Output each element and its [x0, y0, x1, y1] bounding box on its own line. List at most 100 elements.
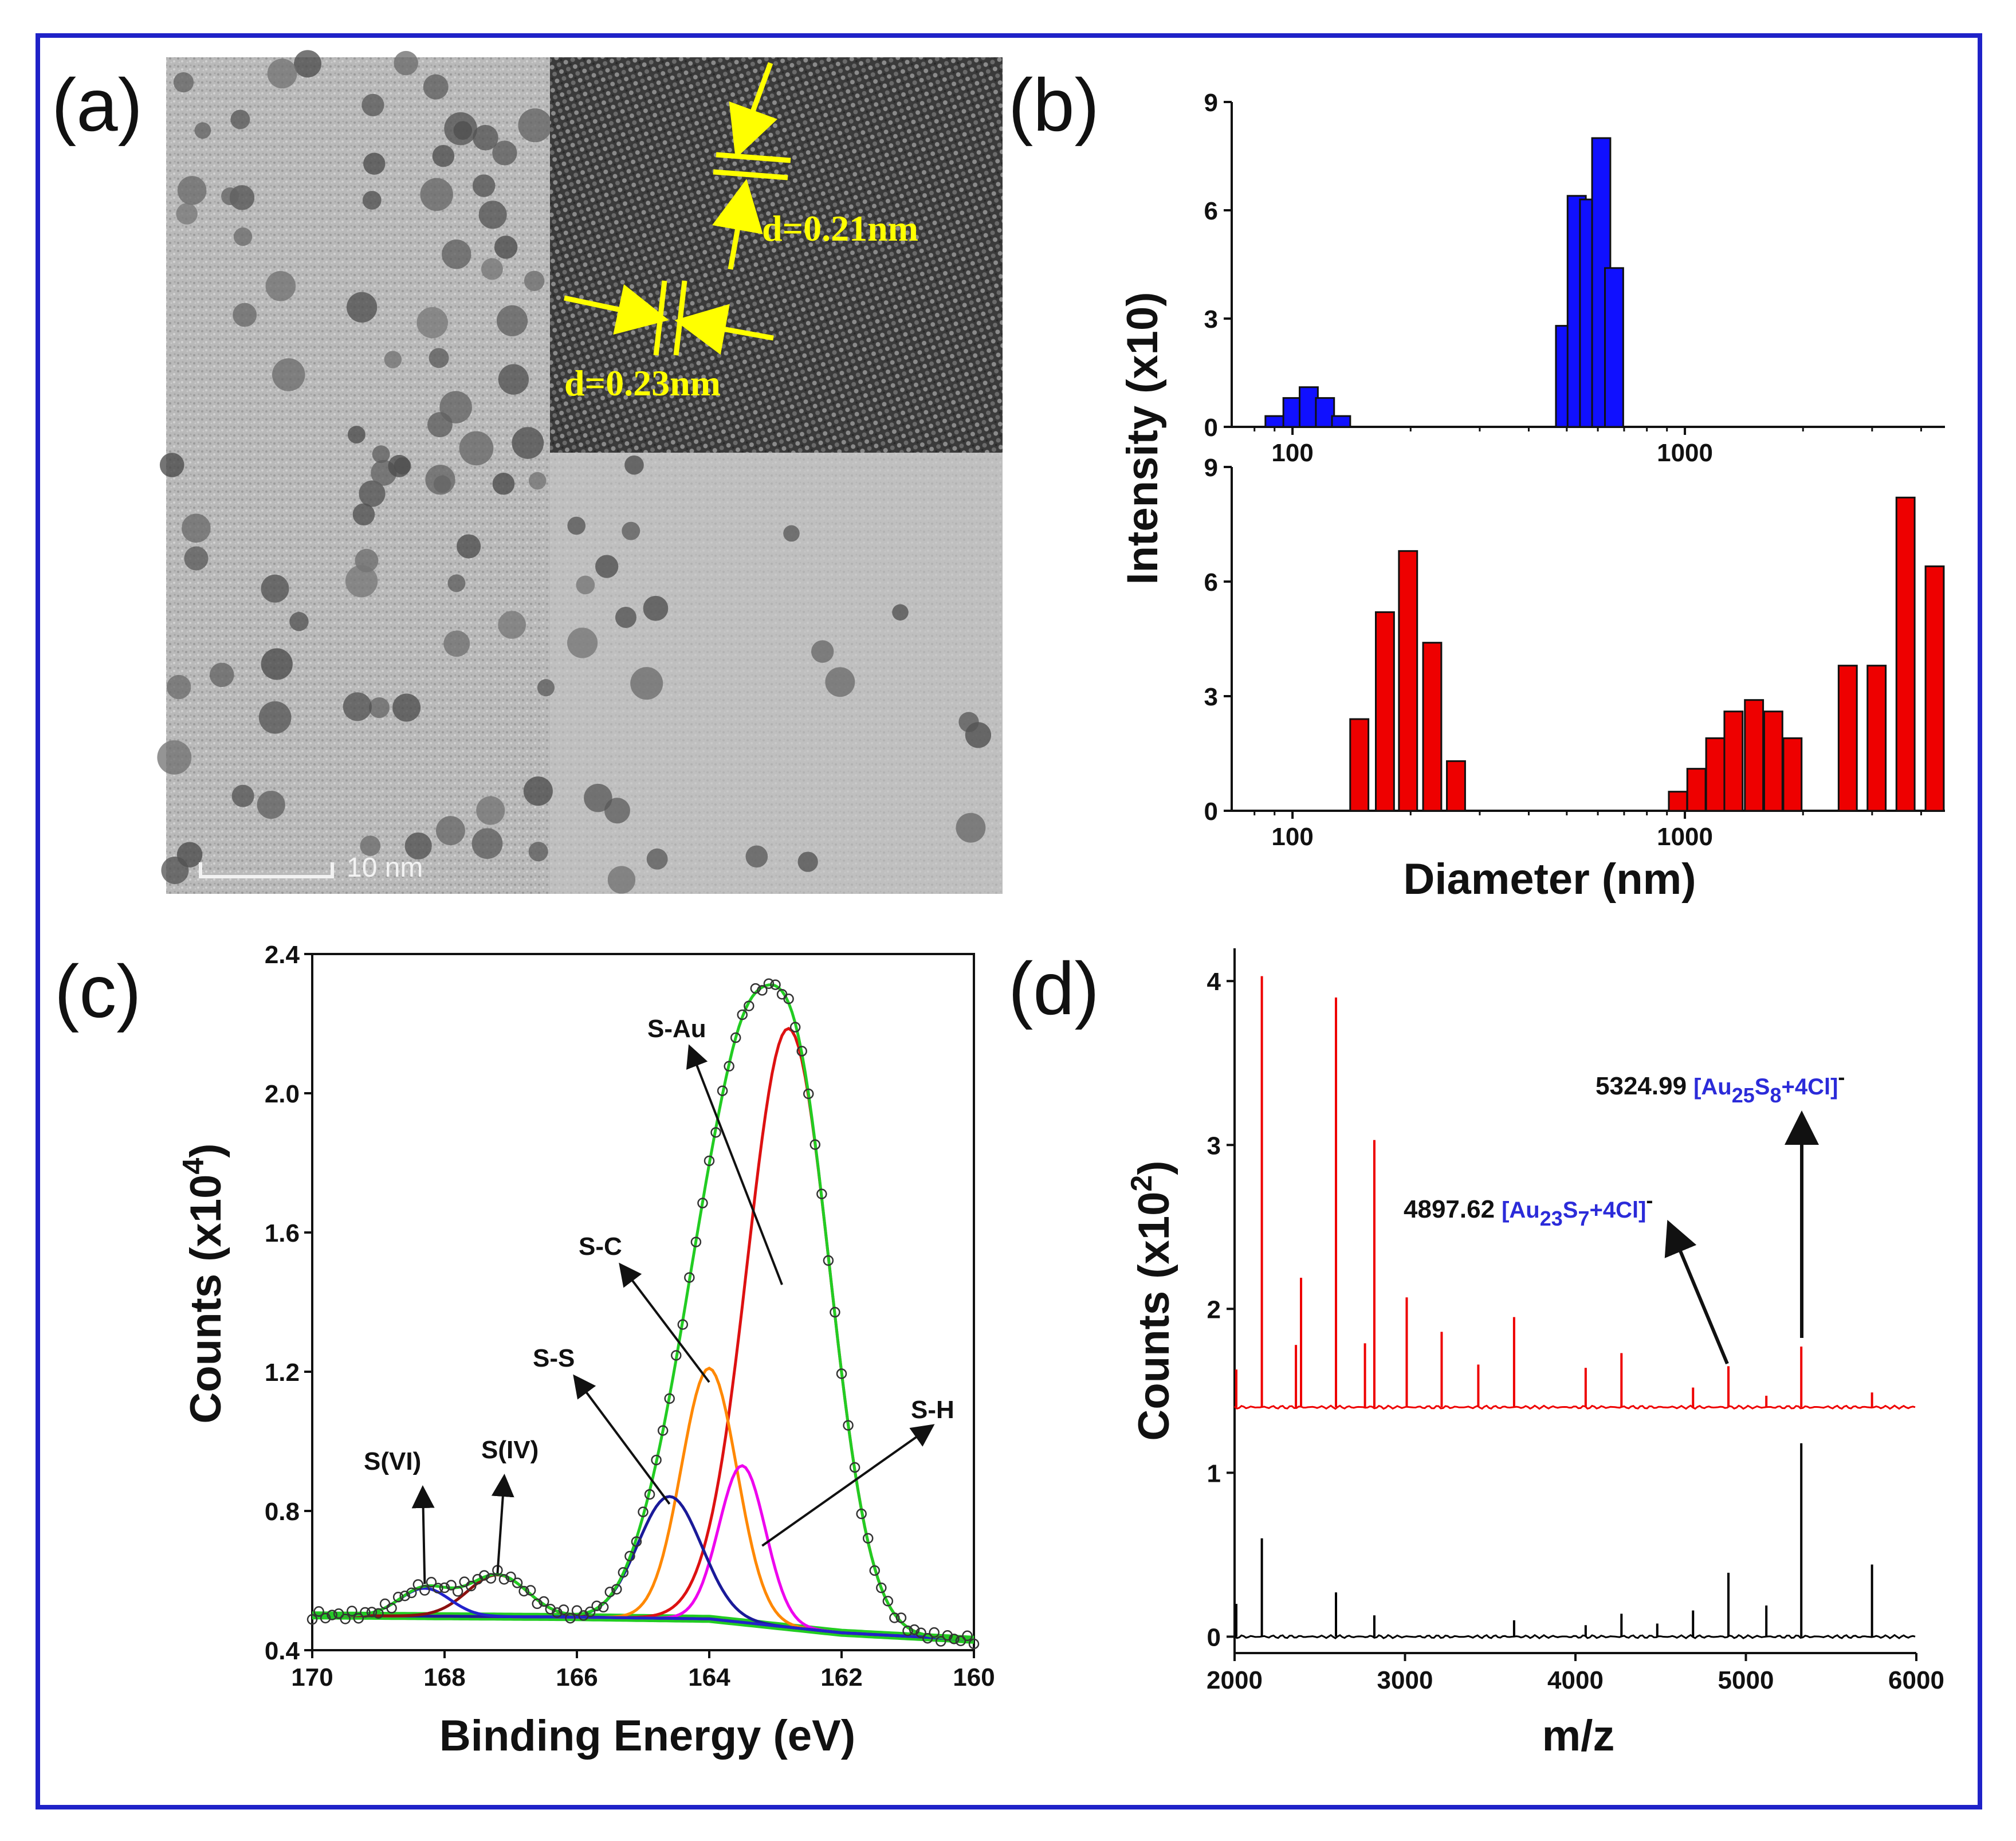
xps-label-s-s: S-S	[533, 1344, 575, 1372]
b-x-axis-title: Diameter (nm)	[1404, 855, 1696, 904]
arrow-S-Au	[686, 1044, 783, 1285]
ms-ann2-sub1: 23	[1540, 1207, 1563, 1230]
tem-particle	[423, 74, 449, 100]
y-tick-label: 1	[1207, 1459, 1221, 1487]
tem-particle	[420, 178, 453, 211]
data-point	[657, 1425, 669, 1436]
data-point	[426, 1577, 437, 1588]
tem-particle	[745, 845, 768, 868]
ms-ann1-close: +4Cl]	[1781, 1074, 1838, 1100]
tem-particle	[416, 307, 448, 339]
data-point	[439, 1582, 450, 1593]
data-point	[757, 985, 768, 996]
tem-particle	[443, 630, 470, 657]
x-tick-label: 3000	[1377, 1666, 1433, 1694]
tem-particle	[622, 521, 640, 540]
tem-particle	[360, 835, 381, 856]
x-tick-label: 162	[820, 1663, 862, 1691]
tem-particle	[607, 866, 636, 894]
tem-particle	[473, 124, 498, 151]
y-tick-label: 2.4	[265, 941, 300, 969]
tem-particle	[258, 701, 292, 734]
y-tick-label: 6	[1204, 197, 1218, 225]
panel-d-label: (d)	[1008, 947, 1099, 1030]
xps-label-s-c: S-C	[579, 1232, 622, 1261]
data-point	[717, 1085, 728, 1096]
ms-annotation-1: 5324.99 [Au25S8+4Cl]-	[1595, 1065, 1845, 1107]
tem-particle	[404, 832, 432, 859]
data-point	[399, 1590, 410, 1601]
y-tick-label: 0	[1204, 798, 1218, 826]
tem-particle	[646, 848, 668, 870]
y-tick-label: 3	[1207, 1132, 1221, 1160]
data-point	[816, 1188, 827, 1200]
tem-particle	[359, 480, 386, 507]
data-point	[895, 1612, 907, 1623]
data-point	[558, 1604, 569, 1615]
y-tick-label: 2	[1207, 1296, 1221, 1324]
data-point	[936, 1636, 946, 1647]
data-point	[539, 1596, 549, 1607]
data-point	[505, 1571, 516, 1583]
tem-particle	[184, 546, 209, 571]
data-point	[565, 1612, 576, 1624]
data-point	[598, 1601, 609, 1613]
tem-particle	[173, 72, 194, 93]
data-point	[651, 1454, 662, 1466]
tem-particle	[630, 667, 663, 700]
data-point	[889, 1612, 900, 1623]
histogram-bar	[1398, 550, 1418, 812]
tem-particle	[472, 174, 496, 197]
data-point	[631, 1536, 642, 1547]
y-tick-label: 0	[1204, 414, 1218, 442]
ms-ann2-close: +4Cl]	[1589, 1198, 1646, 1223]
tem-particle	[176, 203, 198, 225]
c-y-title-end: )	[182, 1143, 230, 1157]
data-point	[730, 1032, 741, 1043]
d2-label: d=0.23nm	[564, 363, 721, 403]
data-point	[584, 1606, 596, 1618]
histogram-bar	[1686, 768, 1707, 812]
ms-ann2-mid: S	[1563, 1198, 1578, 1223]
data-point	[386, 1603, 397, 1614]
ms-ann2-open: [Au	[1502, 1198, 1540, 1223]
data-point	[856, 1508, 867, 1520]
tem-particle	[161, 856, 189, 884]
dls-bottom-chart: 0 3 6 9 100 1000	[1204, 454, 1945, 851]
ms-ann1-mid: S	[1755, 1074, 1770, 1100]
tem-particle	[615, 607, 636, 628]
tem-particle	[518, 108, 552, 143]
tem-particle	[524, 270, 545, 292]
data-point	[406, 1587, 417, 1599]
tem-particle	[537, 679, 555, 697]
tem-particle	[231, 784, 254, 807]
histogram-bar	[1349, 718, 1370, 812]
data-point	[849, 1462, 860, 1473]
data-point	[664, 1393, 675, 1404]
d1-fringe-line-1	[716, 152, 791, 163]
fit-envelope	[312, 983, 974, 1642]
d-y-title-end: )	[1130, 1160, 1178, 1175]
xps-label-s-vi: S(VI)	[364, 1447, 421, 1475]
tem-particle	[433, 475, 451, 493]
tem-particle	[233, 303, 257, 327]
c-x-axis-title: Binding Energy (eV)	[439, 1712, 855, 1760]
ms-ann2-value: 4897.62	[1404, 1195, 1495, 1223]
d-y-axis-title: Counts (x102)	[1125, 1160, 1178, 1440]
component-S(IV)	[312, 1573, 974, 1642]
x-tick-label: 160	[953, 1663, 995, 1691]
tem-particle	[892, 604, 909, 621]
tem-particle	[261, 648, 293, 680]
histogram-bar	[1782, 737, 1803, 812]
data-point	[684, 1272, 695, 1283]
component-S(VI)	[312, 1587, 974, 1642]
data-point	[710, 1127, 721, 1138]
data-point	[783, 993, 794, 1004]
tem-particle	[432, 145, 455, 167]
data-point	[763, 978, 775, 989]
histogram-bar	[1422, 642, 1443, 812]
histogram-bar	[1331, 415, 1351, 428]
arrow-S-C	[619, 1262, 710, 1383]
c-y-axis-title: Counts (x104)	[177, 1143, 230, 1423]
panel-a-label: (a)	[52, 63, 143, 147]
